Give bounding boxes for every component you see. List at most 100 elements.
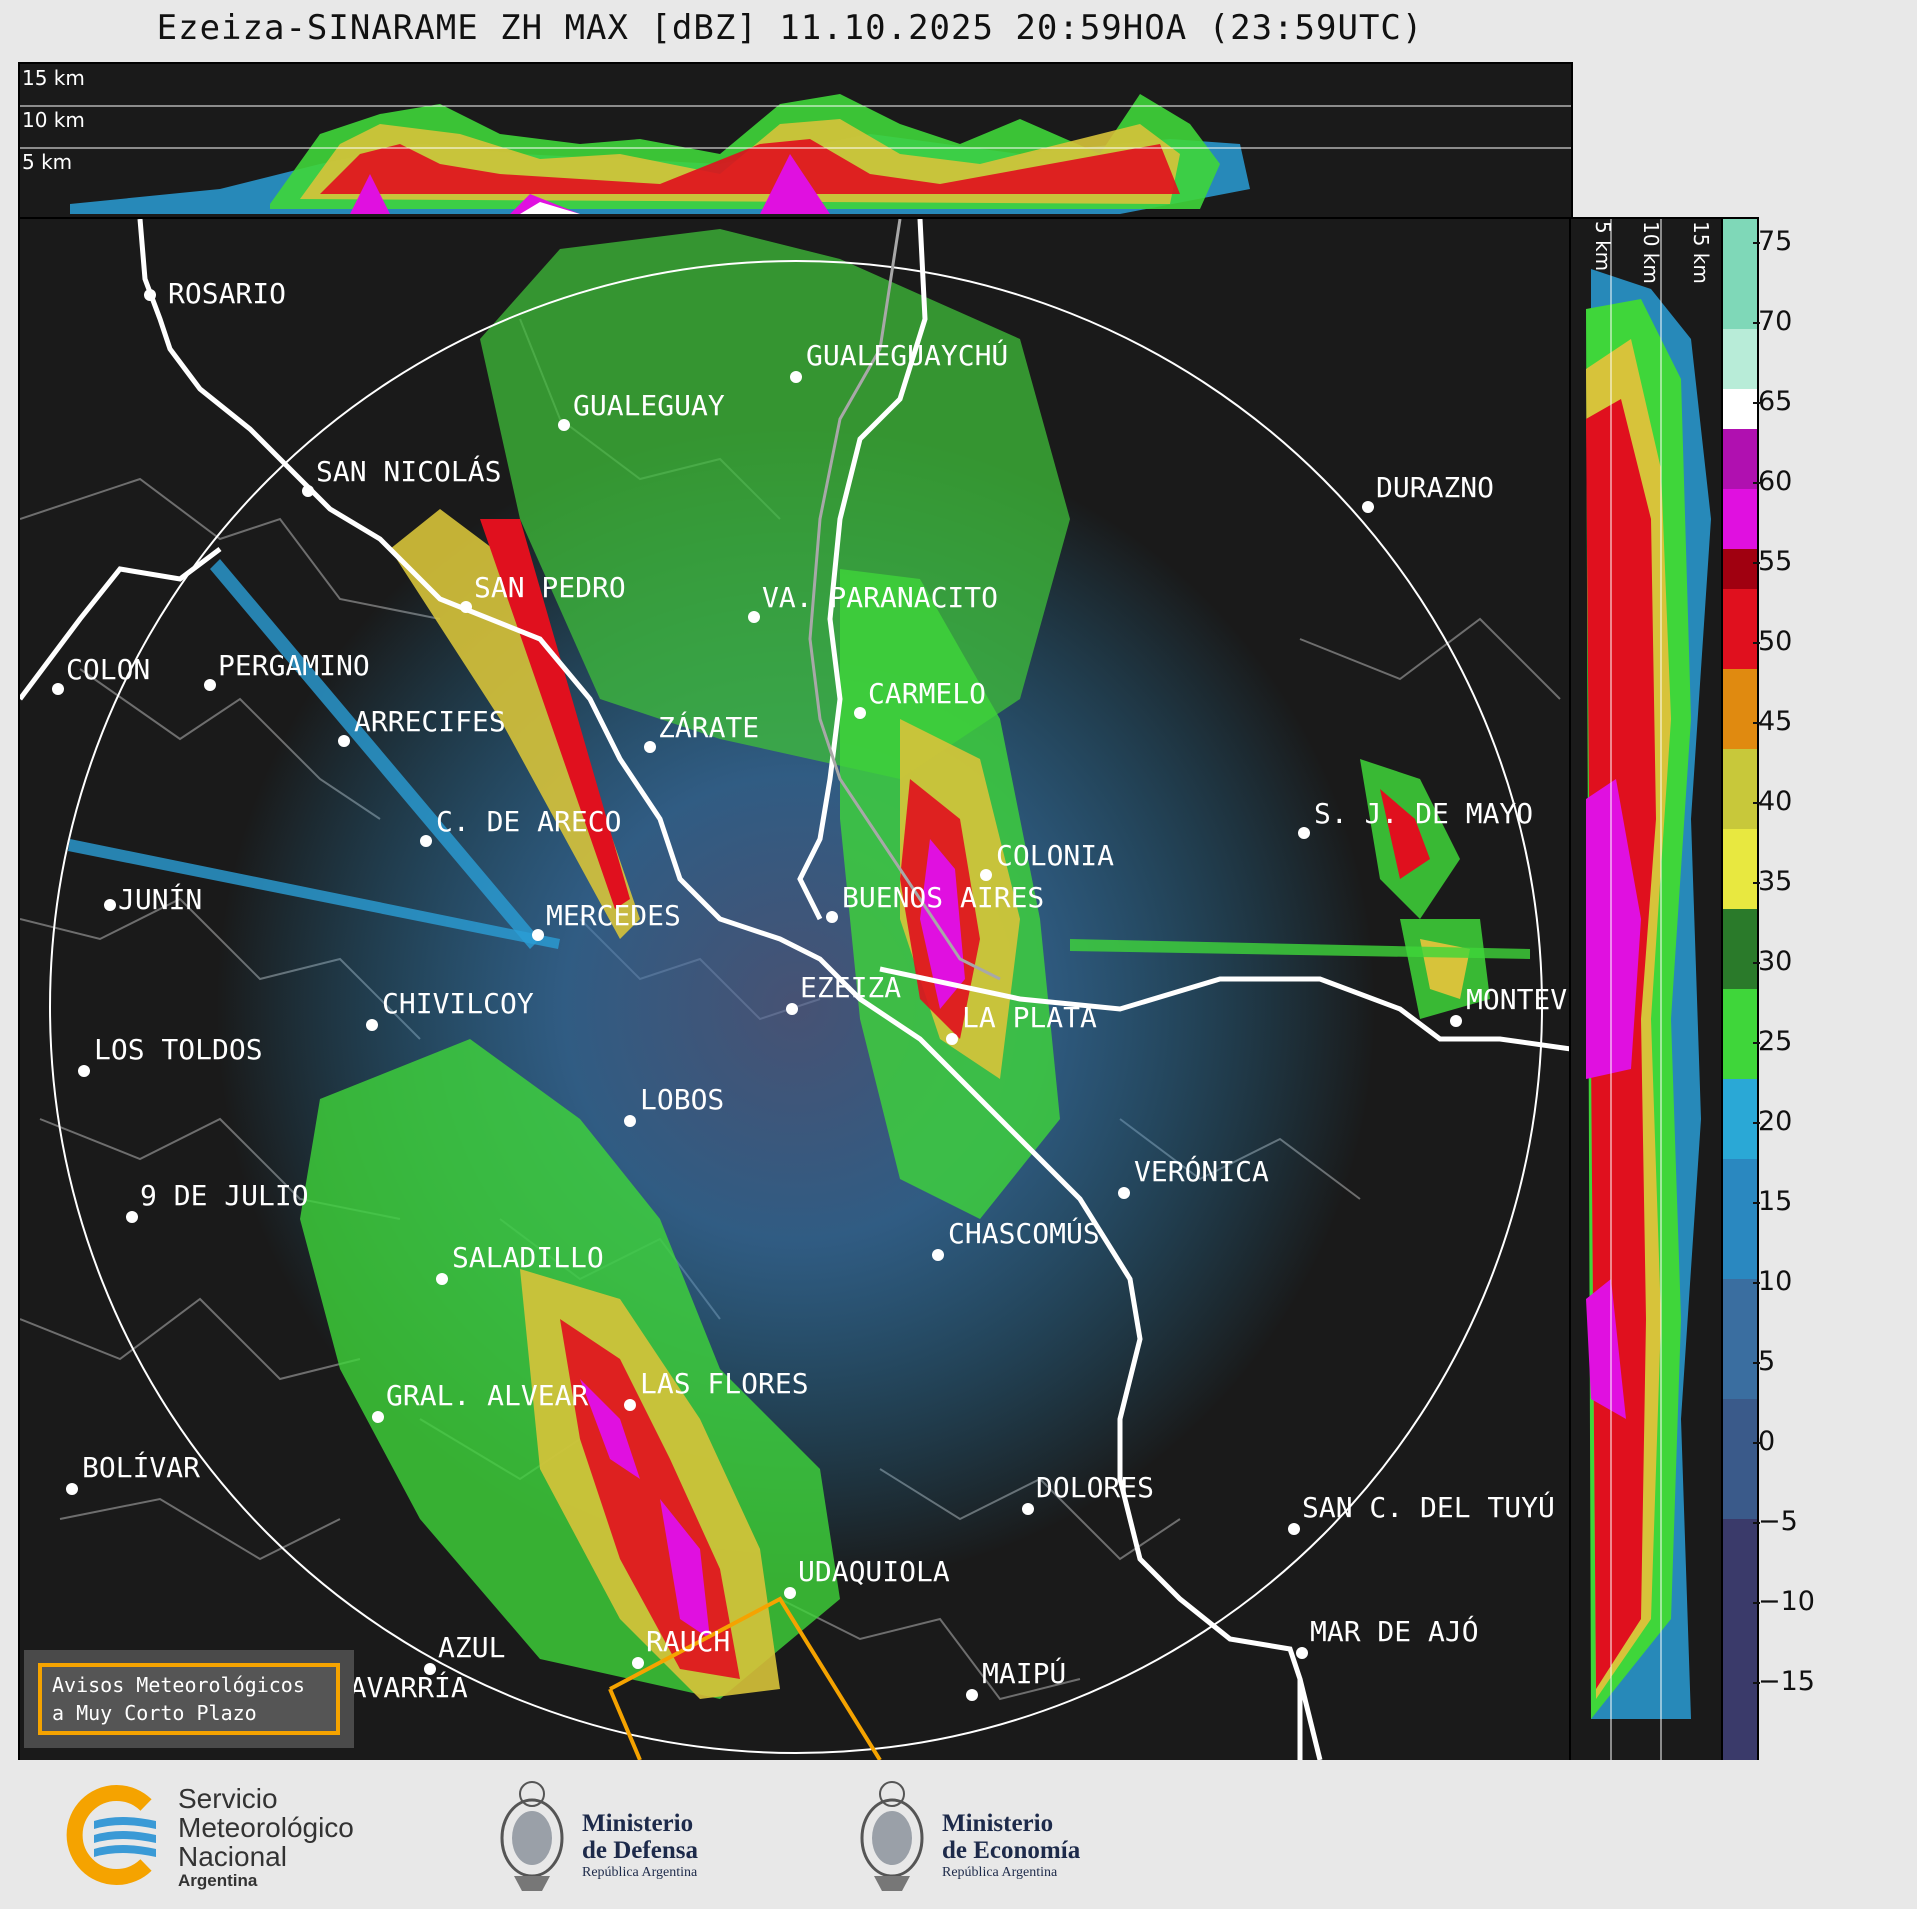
colorbar-tick: 65 (1752, 386, 1793, 417)
city-label: 9 DE JULIO (140, 1179, 309, 1212)
colorbar-tick: 25 (1752, 1026, 1793, 1057)
city-dot (1298, 827, 1310, 839)
city-label: C. DE ARECO (436, 805, 622, 838)
avisos-line1: Avisos Meteorológicos (52, 1673, 305, 1697)
colorbar-tick: 30 (1752, 946, 1793, 977)
city-label: S. J. DE MAYO (1314, 797, 1534, 830)
city-label: CHASCOMÚS (948, 1217, 1100, 1250)
city-dot (420, 835, 432, 847)
page-title: Ezeiza-SINARAME ZH MAX [dBZ] 11.10.2025 … (156, 8, 1424, 48)
economia-line2: de Economía (942, 1837, 1081, 1864)
defensa-line3: República Argentina (582, 1865, 698, 1880)
city-dot (786, 1003, 798, 1015)
city-label: MAIPÚ (982, 1657, 1067, 1690)
coat-of-arms-economia-icon (860, 1781, 924, 1891)
city-label: ROSARIO (168, 277, 287, 310)
city-label: GUALEGUAY (573, 389, 725, 422)
city-label: EZEIZA (800, 971, 902, 1004)
colorbar-tick: 55 (1752, 546, 1793, 577)
altitude-label-5km: 5 km (22, 150, 73, 174)
city-label: CARMELO (868, 677, 987, 710)
economia-line3: República Argentina (942, 1865, 1058, 1880)
city-dot (932, 1249, 944, 1261)
radar-echoes (68, 229, 1530, 1699)
city-dot (1450, 1015, 1462, 1027)
right-cross-section-panel: 5 km 10 km 15 km (1569, 217, 1723, 1762)
city-dot (748, 611, 760, 623)
city-dot (1288, 1523, 1300, 1535)
city-label: VERÓNICA (1134, 1155, 1269, 1188)
city-dot (1362, 501, 1374, 513)
city-dot (78, 1065, 90, 1077)
city-dot (1296, 1647, 1308, 1659)
colorbar-tick: 50 (1752, 626, 1793, 657)
colorbar-tick: 35 (1752, 866, 1793, 897)
city-dot (104, 899, 116, 911)
city-dot (966, 1689, 978, 1701)
city-label: BOLÍVAR (82, 1451, 201, 1484)
city-label: LOS TOLDOS (94, 1033, 263, 1066)
city-dot (624, 1399, 636, 1411)
city-label: LOBOS (640, 1083, 725, 1116)
city-dot (854, 707, 866, 719)
city-dot (790, 371, 802, 383)
avisos-link[interactable]: Avisos Meteorológicos a Muy Corto Plazo (38, 1663, 340, 1735)
city-dot (632, 1657, 644, 1669)
avisos-line2: a Muy Corto Plazo (52, 1701, 257, 1725)
altitude-label-15km: 15 km (22, 66, 85, 90)
colorbar-tick: 40 (1752, 786, 1793, 817)
colorbar-tick: 20 (1752, 1106, 1793, 1137)
right-altitude-label-5km: 5 km (1591, 221, 1615, 272)
city-dot (1118, 1187, 1130, 1199)
city-label: GRAL. ALVEAR (386, 1379, 589, 1412)
city-dot (126, 1211, 138, 1223)
city-label: SAN C. DEL TUYÚ (1302, 1491, 1555, 1524)
colorbar-tick: 0 (1752, 1426, 1776, 1457)
city-dot (784, 1587, 796, 1599)
coastline (20, 219, 1571, 1760)
right-altitude-label-15km: 15 km (1689, 221, 1713, 284)
right-altitude-label-10km: 10 km (1639, 221, 1663, 284)
city-label: RAUCH (646, 1625, 731, 1658)
city-dot (366, 1019, 378, 1031)
smn-line4: Argentina (178, 1871, 258, 1890)
city-label: MAR DE AJÓ (1310, 1615, 1479, 1648)
smn-line3: Nacional (178, 1841, 287, 1872)
smn-logo-icon (66, 1785, 156, 1885)
city-label: GUALEGUAYCHÚ (806, 339, 1009, 372)
defensa-line2: de Defensa (582, 1837, 698, 1864)
colorbar-tick: 75 (1752, 226, 1793, 257)
city-label: JUNÍN (118, 883, 203, 916)
colorbar-tick: 60 (1752, 466, 1793, 497)
colorbar-tick: 15 (1752, 1186, 1793, 1217)
city-dot (1022, 1503, 1034, 1515)
city-dot (558, 419, 570, 431)
city-dot (424, 1663, 436, 1675)
colorbar-tick: 70 (1752, 306, 1793, 337)
city-label: DOLORES (1036, 1471, 1155, 1504)
city-dot (644, 741, 656, 753)
city-dot (532, 929, 544, 941)
city-label: VA. PARANACITO (762, 581, 999, 614)
city-dot (66, 1483, 78, 1495)
right-cross-section-svg (1586, 219, 1711, 1760)
radar-map[interactable]: ROSARIO GUALEGUAYCHÚ GUALEGUAY SAN NICOL… (18, 217, 1573, 1762)
city-dot (436, 1273, 448, 1285)
range-ring (49, 260, 1543, 1754)
city-dot (302, 485, 314, 497)
city-label: MONTEV (1466, 983, 1568, 1016)
city-label: CHIVILCOY (382, 987, 534, 1020)
colorbar-tick: −5 (1753, 1506, 1798, 1537)
city-label: SAN PEDRO (474, 571, 626, 604)
radar-map-svg (20, 219, 1571, 1760)
city-label: PERGAMINO (218, 649, 370, 682)
city-label: BUENOS AIRES (842, 881, 1045, 914)
smn-line2: Meteorológico (178, 1812, 354, 1843)
city-dot (144, 289, 156, 301)
city-dot (372, 1411, 384, 1423)
colorbar-tick: −10 (1753, 1586, 1815, 1617)
city-label: UDAQUIOLA (798, 1555, 950, 1588)
top-cross-section-panel: 15 km 10 km 5 km (18, 62, 1573, 219)
city-label: COLON (66, 653, 151, 686)
footer-logos: Servicio Meteorológico Nacional Argentin… (0, 1760, 1917, 1909)
